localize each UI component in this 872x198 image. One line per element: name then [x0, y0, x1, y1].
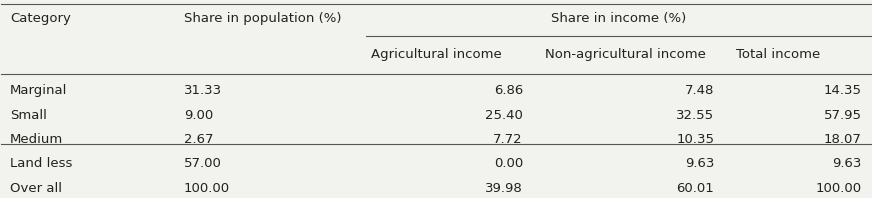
Text: 57.95: 57.95: [824, 109, 862, 122]
Text: 18.07: 18.07: [824, 133, 862, 146]
Text: 100.00: 100.00: [816, 182, 862, 195]
Text: 100.00: 100.00: [184, 182, 230, 195]
Text: 7.48: 7.48: [685, 84, 714, 97]
Text: 25.40: 25.40: [485, 109, 523, 122]
Text: 9.00: 9.00: [184, 109, 213, 122]
Text: 32.55: 32.55: [676, 109, 714, 122]
Text: Non-agricultural income: Non-agricultural income: [545, 48, 705, 61]
Text: Category: Category: [10, 11, 71, 25]
Text: Share in income (%): Share in income (%): [551, 11, 686, 25]
Text: 9.63: 9.63: [685, 157, 714, 170]
Text: 0.00: 0.00: [494, 157, 523, 170]
Text: Total income: Total income: [736, 48, 821, 61]
Text: 6.86: 6.86: [494, 84, 523, 97]
Text: Medium: Medium: [10, 133, 64, 146]
Text: Land less: Land less: [10, 157, 72, 170]
Text: 7.72: 7.72: [494, 133, 523, 146]
Text: Small: Small: [10, 109, 47, 122]
Text: 60.01: 60.01: [677, 182, 714, 195]
Text: Agricultural income: Agricultural income: [371, 48, 501, 61]
Text: 31.33: 31.33: [184, 84, 222, 97]
Text: Share in population (%): Share in population (%): [184, 11, 342, 25]
Text: 57.00: 57.00: [184, 157, 221, 170]
Text: Marginal: Marginal: [10, 84, 67, 97]
Text: 14.35: 14.35: [824, 84, 862, 97]
Text: Over all: Over all: [10, 182, 62, 195]
Text: 9.63: 9.63: [833, 157, 862, 170]
Text: 2.67: 2.67: [184, 133, 214, 146]
Text: 39.98: 39.98: [485, 182, 523, 195]
Text: 10.35: 10.35: [676, 133, 714, 146]
